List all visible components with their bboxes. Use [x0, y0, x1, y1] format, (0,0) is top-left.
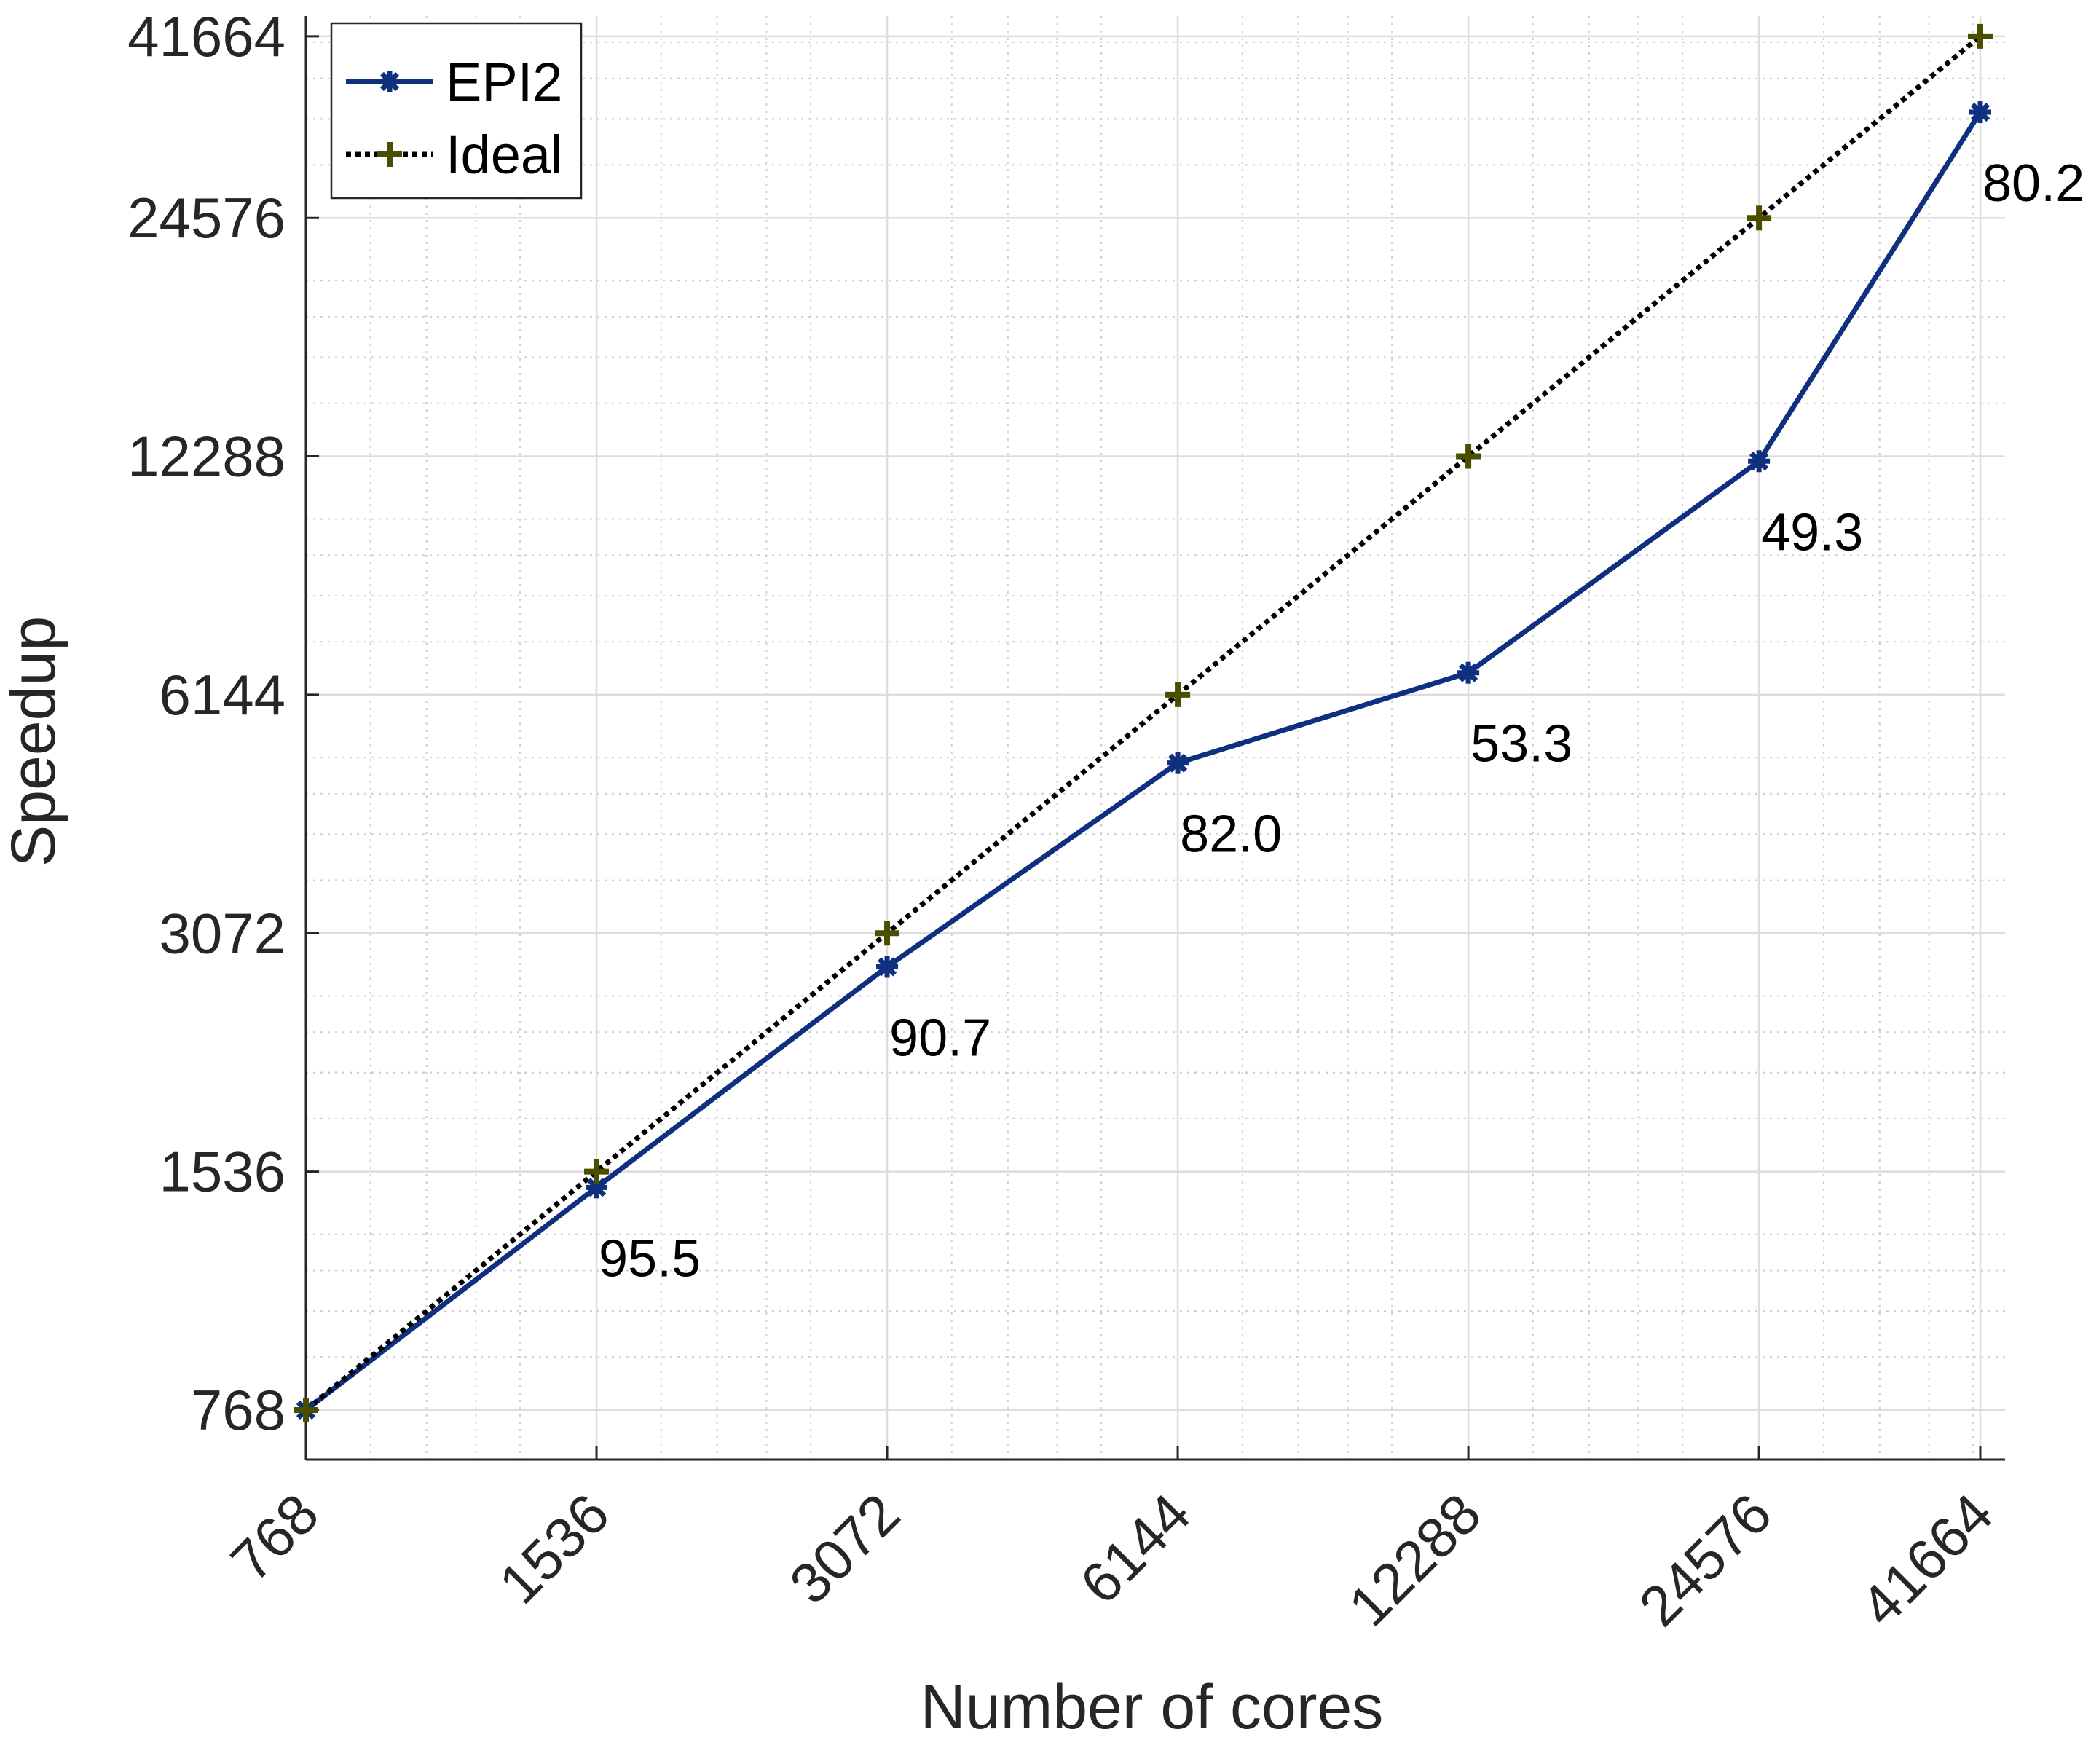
y-tick-label: 3072 — [159, 901, 286, 965]
x-tick-label: 768 — [218, 1481, 331, 1594]
x-tick-label: 3072 — [777, 1481, 912, 1616]
grid — [304, 16, 2005, 1460]
x-axis-title: Number of cores — [921, 1672, 1384, 1742]
ideal-point — [584, 1159, 610, 1184]
legend-label-ideal: Ideal — [446, 125, 562, 185]
epi2-point — [1969, 101, 1991, 124]
epi2-point — [1167, 752, 1189, 774]
ideal-point — [1747, 205, 1772, 231]
marker-stroke — [1167, 753, 1188, 773]
y-tick-label: 24576 — [127, 186, 286, 250]
y-axis-title: Speedup — [0, 616, 68, 867]
y-tick-label: 768 — [191, 1378, 286, 1442]
marker-stroke — [1970, 102, 1990, 122]
marker-stroke — [1749, 452, 1769, 471]
legend-marker-epi2 — [379, 71, 401, 92]
legend-item-epi2: EPI2 — [346, 52, 562, 112]
ideal-point — [294, 1397, 318, 1422]
efficiency-label: 82.0 — [1180, 806, 1282, 864]
y-tick-label: 6144 — [159, 663, 286, 727]
epi2-point — [1457, 661, 1480, 684]
epi2-point — [876, 956, 899, 978]
efficiency-label: 80.2 — [1982, 154, 2084, 213]
y-tick-label: 1536 — [159, 1140, 286, 1204]
x-tick-label: 41664 — [1848, 1481, 2005, 1639]
legend-box — [330, 22, 583, 200]
ideal-point — [875, 921, 900, 946]
efficiency-label: 49.3 — [1761, 503, 1863, 562]
x-tick-label: 1536 — [487, 1481, 621, 1616]
legend-label-epi2: EPI2 — [446, 52, 562, 112]
legend: EPI2 Ideal — [330, 22, 583, 200]
legend-item-ideal: Ideal — [346, 125, 562, 185]
series-line-epi2 — [304, 111, 1982, 1412]
efficiency-label: 53.3 — [1470, 715, 1572, 773]
x-tick-label: 24576 — [1627, 1481, 1784, 1639]
ideal-point — [1456, 444, 1481, 469]
x-tick-label: 6144 — [1068, 1481, 1202, 1616]
y-tick-label: 41664 — [127, 4, 286, 68]
axes: 768 1536 3072 6144 12288 24576 41664 768 1536 307… — [0, 4, 2005, 1742]
marker-stroke — [1459, 663, 1478, 682]
marker-stroke — [379, 71, 400, 92]
epi2-point — [1748, 450, 1771, 473]
efficiency-label: 95.5 — [599, 1229, 701, 1288]
marker-stroke — [877, 957, 897, 977]
series-line-ideal — [304, 34, 1982, 1412]
ideal-point — [1967, 23, 1993, 49]
y-tick-label: 12288 — [127, 425, 286, 489]
marker-stroke — [586, 1178, 607, 1197]
x-tick-label: 12288 — [1336, 1481, 1494, 1639]
legend-marker-ideal — [377, 142, 402, 167]
series — [294, 23, 1993, 1422]
ideal-point — [1165, 682, 1191, 707]
efficiency-label: 90.7 — [889, 1009, 991, 1067]
data-labels: 95.5 90.7 82.0 53.3 49.3 80.2 — [599, 154, 2084, 1288]
